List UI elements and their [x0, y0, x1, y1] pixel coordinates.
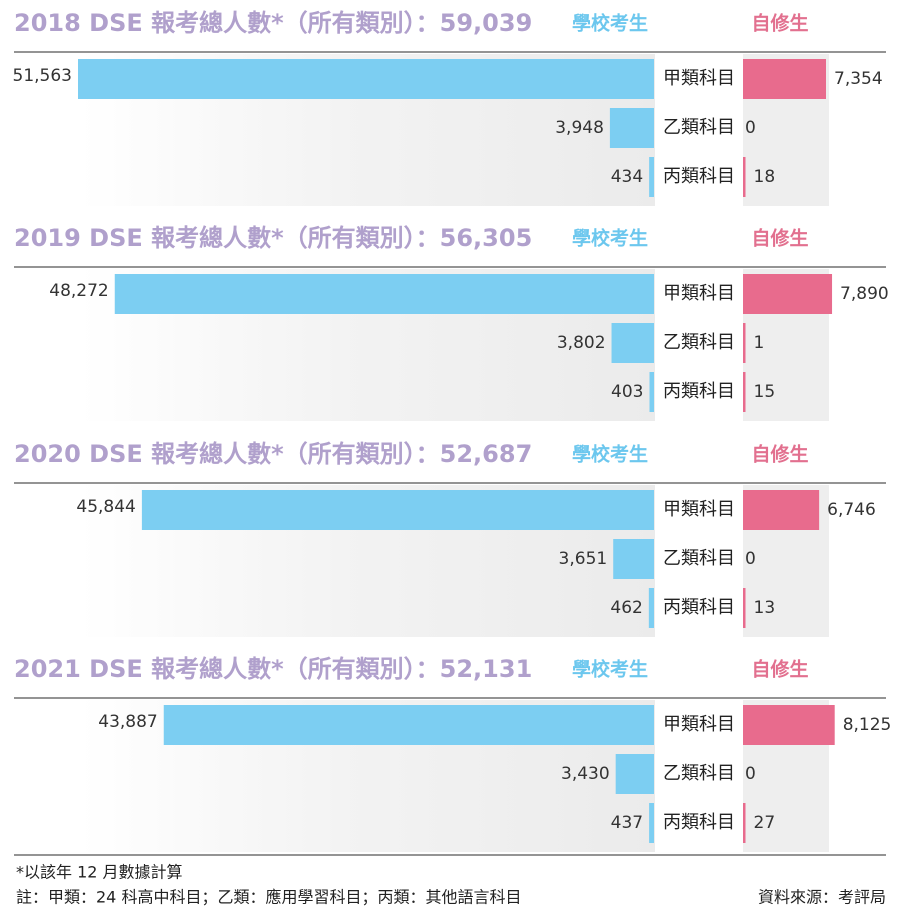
self-bar	[743, 490, 820, 530]
self-value-label: 15	[754, 382, 776, 402]
school-bar	[613, 539, 654, 579]
school-value-label: 3,651	[559, 549, 608, 569]
school-value-label: 437	[611, 813, 643, 833]
category-label: 丙類科目	[663, 381, 735, 402]
legend-self-label: 自修生	[751, 227, 808, 250]
category-label: 丙類科目	[663, 166, 735, 187]
school-bar	[649, 803, 654, 843]
panel-title: 2021 DSE 報考總人數*（所有類別）：52,131	[14, 655, 532, 683]
category-label: 甲類科目	[663, 499, 735, 520]
category-label: 乙類科目	[663, 548, 735, 569]
category-label: 乙類科目	[663, 763, 735, 784]
school-value-label: 462	[610, 598, 642, 618]
school-bar	[648, 588, 654, 628]
legend-school-label: 學校考生	[572, 12, 648, 35]
school-bar	[141, 490, 654, 530]
category-label: 甲類科目	[663, 714, 735, 735]
category-label: 甲類科目	[663, 68, 735, 89]
school-bar	[78, 59, 654, 99]
category-label: 甲類科目	[663, 283, 735, 304]
school-value-label: 434	[611, 167, 643, 187]
self-value-label: 0	[745, 118, 756, 138]
legend-school-label: 學校考生	[572, 443, 648, 466]
legend-school-label: 學校考生	[572, 658, 648, 681]
school-value-label: 48,272	[49, 281, 108, 301]
self-value-label: 8,125	[843, 715, 892, 735]
school-value-label: 43,887	[98, 712, 157, 732]
school-bar	[615, 754, 654, 794]
school-value-label: 51,563	[13, 66, 72, 86]
self-bar	[743, 372, 746, 412]
school-bar	[609, 108, 654, 148]
self-bar	[743, 705, 835, 745]
self-value-label: 13	[754, 598, 776, 618]
self-bar	[743, 274, 833, 314]
self-value-label: 7,890	[840, 284, 889, 304]
school-bar	[649, 157, 654, 197]
category-label: 丙類科目	[663, 812, 735, 833]
school-bar	[114, 274, 654, 314]
panel-title: 2018 DSE 報考總人數*（所有類別）：59,039	[14, 9, 532, 37]
legend-school-label: 學校考生	[572, 227, 648, 250]
self-value-label: 7,354	[834, 69, 883, 89]
self-value-label: 0	[745, 549, 756, 569]
self-bar	[743, 157, 746, 197]
self-bar	[743, 803, 746, 843]
school-value-label: 3,802	[557, 333, 606, 353]
self-value-label: 27	[754, 813, 776, 833]
footnote-categories: 註：甲類：24 科高中科目；乙類：應用學習科目；丙類：其他語言科目	[16, 888, 521, 907]
legend-self-label: 自修生	[751, 658, 808, 681]
school-value-label: 3,948	[555, 118, 604, 138]
school-value-label: 403	[611, 382, 643, 402]
self-value-label: 0	[745, 764, 756, 784]
self-bar	[743, 588, 746, 628]
self-bar	[743, 323, 746, 363]
school-bar	[163, 705, 654, 745]
school-bar	[649, 372, 654, 412]
self-value-label: 1	[754, 333, 765, 353]
footnote-asterisk: *以該年 12 月數據計算	[16, 863, 183, 882]
category-label: 乙類科目	[663, 117, 735, 138]
category-label: 丙類科目	[663, 597, 735, 618]
footnote-source: 資料來源：考評局	[758, 888, 886, 907]
self-value-label: 18	[754, 167, 776, 187]
panel-title: 2019 DSE 報考總人數*（所有類別）：56,305	[14, 224, 532, 252]
school-bar	[611, 323, 654, 363]
legend-self-label: 自修生	[751, 12, 808, 35]
self-value-label: 6,746	[827, 500, 876, 520]
category-label: 乙類科目	[663, 332, 735, 353]
self-bar	[743, 59, 826, 99]
legend-self-label: 自修生	[751, 443, 808, 466]
panel-title: 2020 DSE 報考總人數*（所有類別）：52,687	[14, 440, 532, 468]
school-value-label: 45,844	[76, 497, 135, 517]
school-value-label: 3,430	[561, 764, 610, 784]
